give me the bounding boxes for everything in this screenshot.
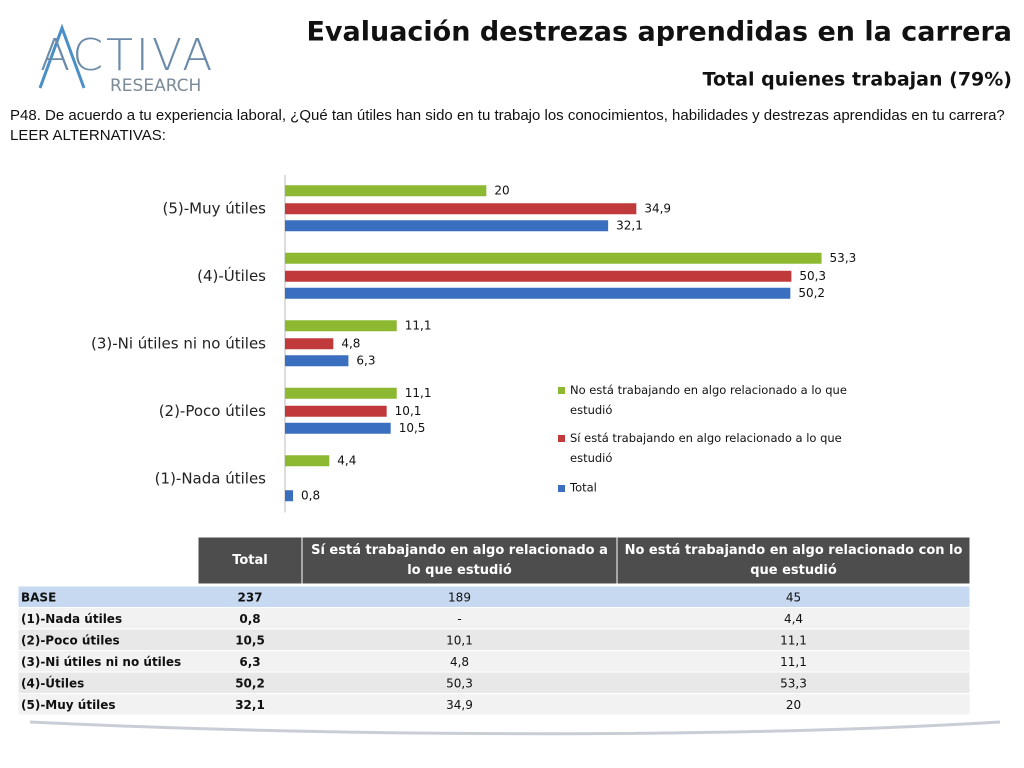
cell: (1)-Nada útiles — [21, 612, 122, 626]
bar — [285, 338, 334, 350]
legend-swatch — [558, 387, 565, 394]
bar — [285, 185, 487, 197]
cell: 6,3 — [239, 655, 260, 669]
value-label: 4,4 — [337, 453, 356, 467]
cell: 10,5 — [235, 633, 265, 647]
cell: 45 — [786, 590, 801, 604]
value-label: 34,9 — [644, 201, 671, 215]
row-bg — [17, 607, 971, 630]
header-cell — [197, 536, 303, 585]
cell: (3)-Ni útiles ni no útiles — [21, 655, 181, 669]
category-label: (4)-Útiles — [197, 266, 266, 285]
logo-mark — [38, 23, 86, 89]
legend-line: estudió — [570, 403, 612, 417]
cell: 189 — [448, 590, 471, 604]
value-label: 32,1 — [616, 218, 643, 232]
value-label: 11,1 — [405, 318, 432, 332]
legend-line: No está trabajando en algo relacionado a… — [570, 383, 847, 397]
header-text: No está trabajando en algo relacionado c… — [624, 542, 963, 578]
header-cell — [301, 536, 618, 585]
cell: 237 — [237, 590, 262, 604]
cell: 50,2 — [235, 676, 265, 690]
legend-swatch — [558, 435, 565, 442]
subtitle: Total quienes trabajan (79%) — [703, 69, 1012, 91]
value-label: 53,3 — [830, 251, 857, 265]
row-bg — [17, 693, 971, 716]
cell: - — [457, 612, 461, 626]
row-bg — [17, 628, 971, 651]
legend-label: Total — [569, 481, 597, 495]
question: P48. De acuerdo a tu experiencia laboral… — [10, 107, 1005, 144]
title: Evaluación destrezas aprendidas en la ca… — [306, 17, 1012, 48]
cell: 11,1 — [780, 633, 807, 647]
value-label: 0,8 — [301, 488, 320, 502]
category-label: (2)-Poco útiles — [159, 402, 266, 420]
bar — [285, 387, 397, 399]
cell: 53,3 — [780, 676, 807, 690]
bar — [285, 490, 294, 502]
header-box: Sí está trabajando en algo relacionado a… — [311, 542, 608, 578]
category-label: (1)-Nada útiles — [155, 469, 267, 487]
chart: (5)-Muy útiles 20 34,932,1 (4)-Útiles 53,3 50… — [91, 175, 856, 513]
bar — [285, 220, 609, 232]
cell: (2)-Poco útiles — [21, 633, 120, 647]
legend-swatch — [558, 485, 565, 492]
value-label: 6,3 — [356, 353, 375, 367]
bar — [285, 405, 387, 417]
bar — [285, 270, 792, 282]
cell: (5)-Muy útiles — [21, 698, 116, 712]
header-text: Sí está trabajando en algo relacionado a… — [311, 542, 608, 578]
cell: 10,1 — [446, 633, 473, 647]
header-text: Total — [232, 552, 268, 568]
cell: 32,1 — [235, 698, 265, 712]
bar — [285, 355, 349, 367]
category-label: (5)-Muy útiles — [162, 199, 266, 217]
category-label: (3)-Ni útiles ni no útiles — [91, 334, 266, 352]
cell: (4)-Útiles — [21, 675, 84, 690]
legend-line: estudió — [570, 451, 612, 465]
bar — [285, 455, 330, 467]
cell: 0,8 — [239, 612, 260, 626]
bar — [285, 252, 822, 264]
bar — [285, 320, 397, 332]
row-bg — [17, 671, 971, 694]
value-label: 50,2 — [798, 286, 825, 300]
header-box: Total — [232, 552, 268, 568]
value-label: 10,5 — [399, 421, 426, 435]
value-label: 20 — [494, 183, 509, 197]
bar — [285, 203, 637, 215]
logo-sub: RESEARCH — [110, 76, 201, 96]
legend-label: No está trabajando en algo relacionado a… — [570, 383, 847, 417]
header-box — [22, 537, 194, 584]
logo: ACTIVA — [40, 30, 215, 81]
header-text — [22, 537, 194, 584]
value-label: 4,8 — [341, 336, 360, 350]
legend-line: Sí está trabajando en algo relacionado a… — [570, 431, 842, 445]
bar — [285, 287, 791, 299]
question-box: P48. De acuerdo a tu experiencia laboral… — [10, 107, 1005, 144]
cell: BASE — [21, 590, 56, 604]
row-bg — [17, 585, 971, 608]
cell: 20 — [786, 698, 801, 712]
legend-label: Sí está trabajando en algo relacionado a… — [570, 431, 842, 465]
header-box: No está trabajando en algo relacionado c… — [624, 542, 963, 578]
cell: 11,1 — [780, 655, 807, 669]
cell: 4,8 — [450, 655, 469, 669]
bar — [285, 422, 391, 434]
decor-line — [29, 720, 1001, 736]
table: Total Sí está trabajando en algo relacion… — [17, 536, 971, 716]
value-label: 11,1 — [405, 386, 432, 400]
cell: 50,3 — [446, 676, 473, 690]
cell: 34,9 — [446, 698, 473, 712]
header-cell — [616, 536, 971, 585]
value-label: 50,3 — [799, 269, 826, 283]
value-label: 10,1 — [395, 404, 422, 418]
cell: 4,4 — [784, 612, 803, 626]
